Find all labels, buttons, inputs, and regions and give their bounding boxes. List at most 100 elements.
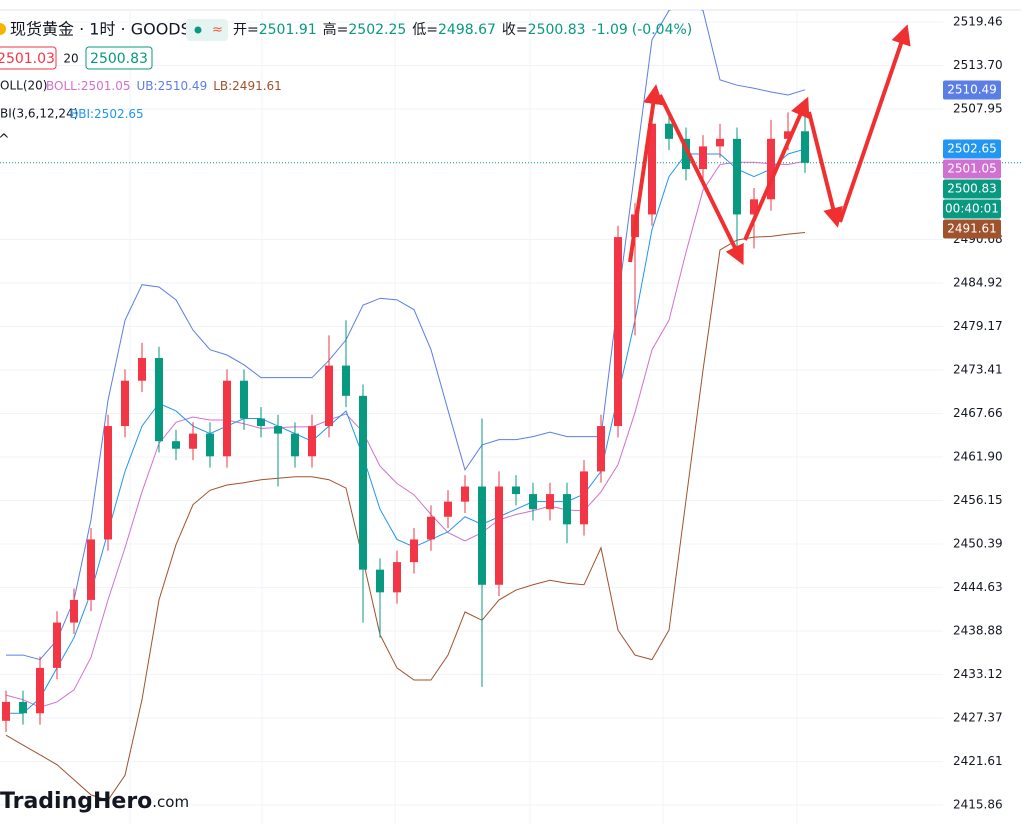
candle-body bbox=[104, 426, 112, 540]
candle-body bbox=[597, 426, 605, 472]
candle-body bbox=[495, 486, 503, 585]
boll-label: LB: bbox=[213, 79, 232, 93]
y-tick-label: 2479.17 bbox=[953, 319, 1003, 333]
ohlc-label: 低= bbox=[412, 22, 438, 38]
candle-body bbox=[665, 123, 673, 139]
candle-body bbox=[393, 562, 401, 593]
candle-body bbox=[478, 486, 486, 585]
ohlc-label: 收= bbox=[502, 22, 528, 38]
candle-body bbox=[529, 494, 537, 510]
candle-body bbox=[563, 494, 571, 525]
candle-body bbox=[189, 433, 197, 449]
boll-label: BOLL: bbox=[46, 79, 81, 93]
candle-body bbox=[223, 380, 231, 457]
candle-body bbox=[733, 138, 741, 215]
grid bbox=[0, 21, 1021, 806]
candle-body bbox=[427, 516, 435, 540]
price-badge bbox=[943, 139, 1001, 159]
ohlc: 开=2501.91 高=2502.25 低=2498.67 收=2500.83 -1.0… bbox=[233, 21, 692, 38]
candle-body bbox=[70, 599, 78, 623]
y-tick-label: 2421.61 bbox=[953, 754, 1003, 768]
candle-body bbox=[19, 701, 27, 714]
watermark: TradingHero.com bbox=[0, 789, 189, 814]
sell-price[interactable]: 2501.03 bbox=[0, 51, 55, 67]
buy-price[interactable]: 2500.83 bbox=[90, 51, 148, 67]
candle-body bbox=[325, 365, 333, 427]
candle-body bbox=[580, 471, 588, 525]
symbol: 现货黄金 · 1时 · GOODS bbox=[10, 20, 191, 39]
candle-body bbox=[699, 146, 707, 170]
change: -1.09 bbox=[592, 22, 628, 38]
y-tick-label: 2467.66 bbox=[953, 406, 1003, 420]
y-tick-label: 2444.63 bbox=[953, 580, 1003, 594]
candle-body bbox=[444, 501, 452, 517]
candle-body bbox=[172, 441, 180, 449]
candle-body bbox=[648, 123, 656, 215]
y-tick-label: 2461.90 bbox=[953, 450, 1003, 464]
status-dot bbox=[194, 26, 202, 34]
indicator-line bbox=[6, 10, 806, 661]
ohlc-value: 2501.91 bbox=[259, 22, 317, 38]
candle-body bbox=[2, 701, 10, 721]
boll-name: OLL(20) bbox=[0, 79, 47, 93]
candle-body bbox=[308, 426, 316, 457]
price-badge bbox=[943, 159, 1001, 179]
candle-body bbox=[121, 380, 129, 427]
candle-body bbox=[240, 380, 248, 419]
indicator-line bbox=[5, 160, 806, 708]
candle-body bbox=[257, 418, 265, 427]
candle-body bbox=[784, 131, 792, 139]
price-badge-label: 2510.49 bbox=[947, 83, 997, 97]
price-badge-label: 2501.05 bbox=[947, 162, 997, 176]
candle-body bbox=[206, 433, 214, 457]
boll-values: BOLL:2501.05 UB:2510.49 LB:2491.61 bbox=[46, 79, 282, 93]
candle-body bbox=[682, 138, 690, 170]
bbi-values: BBI:2502.65 bbox=[70, 107, 144, 121]
candle-body bbox=[716, 138, 724, 147]
ohlc-label: 开= bbox=[233, 22, 259, 38]
collapse-icon[interactable]: ^ bbox=[0, 132, 10, 148]
bbi-label: BBI: bbox=[70, 107, 94, 121]
y-tick-label: 2450.39 bbox=[953, 537, 1003, 551]
indicator-line bbox=[6, 148, 806, 714]
price-badge bbox=[943, 179, 1001, 199]
vertical-grid bbox=[129, 10, 798, 824]
spread: 20 bbox=[63, 52, 78, 66]
ohlc-value: 2502.25 bbox=[348, 22, 406, 38]
candle-body bbox=[359, 395, 367, 570]
boll-value: 2501.05 bbox=[81, 79, 131, 93]
candle-body bbox=[53, 622, 61, 668]
sell-box[interactable] bbox=[0, 46, 57, 70]
header: 现货黄金 · 1时 · GOODS ≈ 2501.03 20 2500.83 O… bbox=[0, 19, 692, 814]
bbi-value: 2502.65 bbox=[94, 107, 144, 121]
candles bbox=[2, 97, 809, 733]
boll-label: UB: bbox=[137, 79, 158, 93]
price-axis: 2519.462513.702507.952490.682484.922479.… bbox=[953, 14, 1003, 811]
ohlc-value: 2498.67 bbox=[438, 22, 496, 38]
y-tick-label: 2484.92 bbox=[953, 276, 1003, 290]
candle-body bbox=[342, 365, 350, 396]
ohlc-value: 2500.83 bbox=[528, 22, 586, 38]
y-tick-label: 2433.12 bbox=[953, 667, 1003, 681]
price-badges: 2510.49 2502.65 2501.05 2500.83 2491.61 00:40… bbox=[943, 80, 1001, 239]
candle-body bbox=[767, 138, 775, 200]
price-badge-label: 2500.83 bbox=[947, 182, 997, 196]
y-tick-label: 2513.70 bbox=[953, 58, 1003, 72]
candle-body bbox=[138, 358, 146, 381]
status-badge bbox=[186, 19, 228, 41]
countdown-badge bbox=[943, 199, 1001, 219]
symbol-icon bbox=[0, 23, 6, 35]
price-badge-label: 2491.61 bbox=[947, 222, 997, 236]
bbi-name: BI(3,6,12,24) bbox=[0, 107, 78, 121]
annotation-arrows bbox=[628, 24, 911, 266]
y-tick-label: 2438.88 bbox=[953, 624, 1003, 638]
price-badge-label: 2502.65 bbox=[947, 142, 997, 156]
y-tick-label: 2473.41 bbox=[953, 363, 1003, 377]
candle-body bbox=[512, 486, 520, 495]
candle-body bbox=[274, 426, 282, 434]
ohlc-label: 高= bbox=[323, 21, 349, 38]
buy-box[interactable] bbox=[85, 46, 153, 70]
